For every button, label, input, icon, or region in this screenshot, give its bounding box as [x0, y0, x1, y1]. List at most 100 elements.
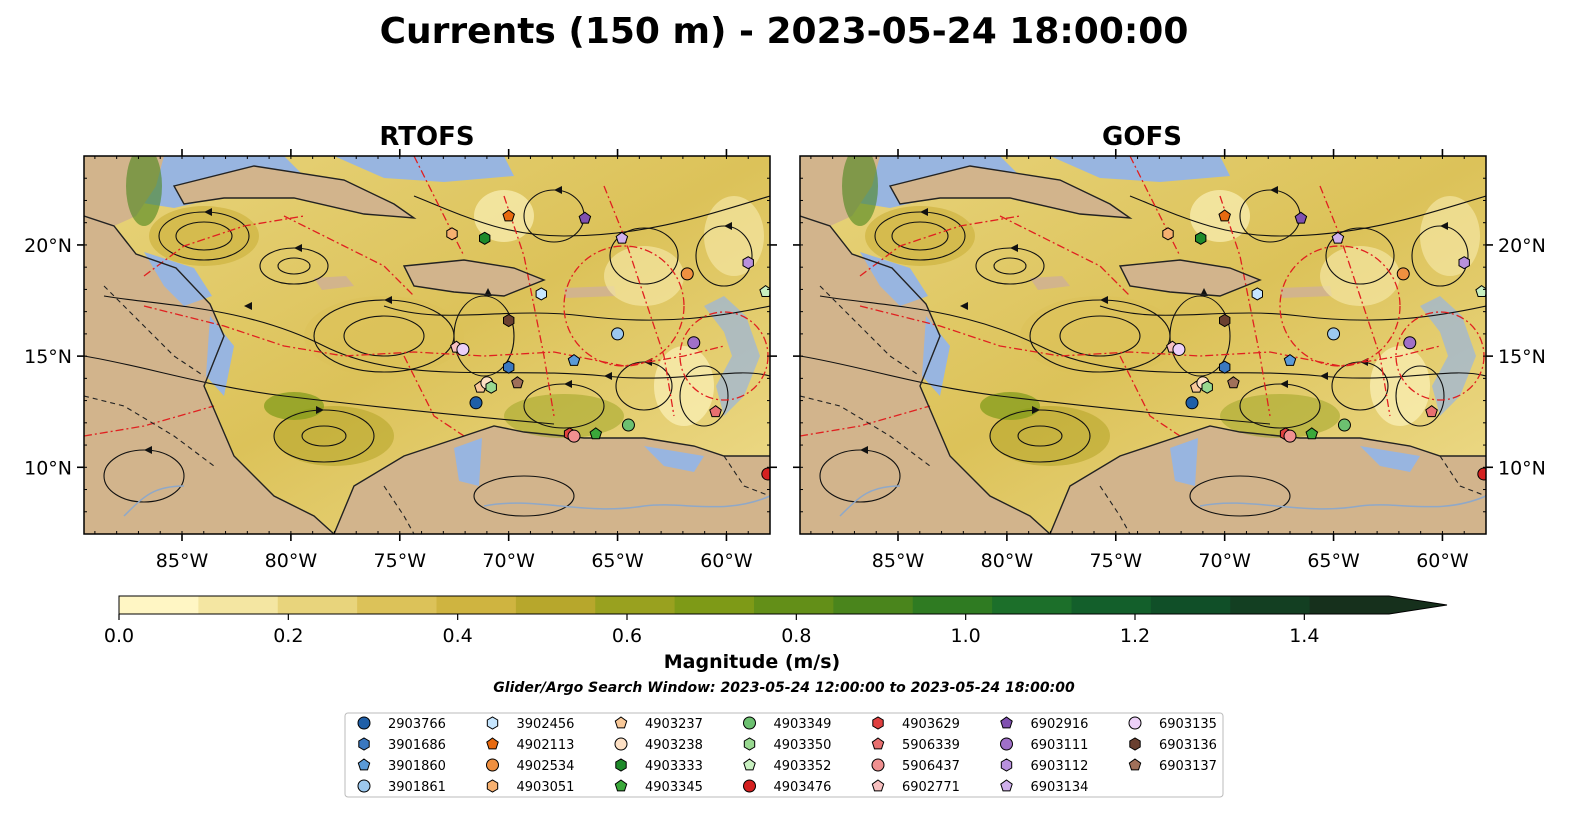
float-marker-3901861	[611, 327, 625, 341]
colorbar-swatch	[1309, 596, 1390, 614]
float-marker-6902916	[578, 211, 592, 224]
colorbar-swatch	[595, 596, 676, 614]
legend-label: 4903051	[517, 780, 575, 795]
float-marker-3901686	[1219, 360, 1231, 374]
float-marker-5906437	[567, 429, 581, 443]
legend-label: 4903238	[645, 738, 703, 753]
legend-label: 4903237	[645, 717, 703, 732]
legend-label: 5906339	[902, 738, 960, 753]
legend-marker-5906339	[871, 737, 885, 750]
legend-marker-3901860	[357, 758, 371, 771]
legend-label: 6902916	[1031, 717, 1089, 732]
figure-title: Currents (150 m) - 2023-05-24 18:00:00	[380, 11, 1189, 52]
float-marker-4903476	[1477, 467, 1486, 481]
float-marker-2903766	[1185, 396, 1199, 410]
float-marker-3902456	[1251, 287, 1263, 301]
float-marker-6903136	[503, 313, 515, 328]
legend-marker-4903629	[872, 716, 884, 730]
colorbar-swatch	[515, 596, 596, 614]
lat-tick-label: 15°N	[24, 346, 72, 368]
colorbar-swatch	[674, 596, 755, 614]
legend-marker-3901686	[358, 737, 370, 751]
legend-marker-6903134	[1000, 779, 1013, 792]
lon-tick-label: 70°W	[1198, 550, 1251, 572]
legend-marker-4903476	[743, 779, 756, 793]
legend-marker-6902916	[1000, 716, 1013, 729]
float-marker-4903345	[1305, 427, 1319, 440]
float-marker-6903134	[615, 231, 629, 244]
legend-marker-4903238	[614, 737, 628, 751]
float-marker-6903135	[1172, 342, 1186, 356]
legend-marker-6903111	[1000, 737, 1013, 751]
float-marker-3901686	[503, 360, 515, 374]
legend-marker-6903137	[1128, 758, 1142, 771]
legend-label: 4903349	[774, 717, 832, 732]
legend-label: 2903766	[388, 717, 446, 732]
float-marker-4903352	[759, 284, 770, 297]
colorbar-tick-label: 0.6	[612, 625, 642, 647]
float-marker-6903111	[1403, 336, 1417, 350]
float-marker-4903350	[485, 380, 497, 394]
colorbar-swatch	[1150, 596, 1231, 614]
colorbar-tick-label: 0.2	[273, 625, 303, 647]
rtofs-float-markers	[446, 209, 770, 481]
legend-label: 4902534	[517, 759, 575, 774]
rtofs-frame	[83, 155, 771, 535]
colorbar-swatch	[119, 596, 199, 614]
float-marker-4903051	[1162, 227, 1174, 241]
colorbar-swatch	[833, 596, 914, 614]
float-marker-3901860	[1283, 353, 1297, 366]
float-marker-2903766	[469, 396, 483, 410]
rtofs-current-field	[84, 156, 770, 534]
colorbar-swatch	[357, 596, 438, 614]
colorbar-tick-label: 0.4	[443, 625, 473, 647]
legend-label: 4903345	[645, 780, 703, 795]
lon-tick-label: 70°W	[482, 550, 535, 572]
gofs-float-markers	[1162, 209, 1486, 481]
float-marker-6903112	[1458, 256, 1470, 270]
gofs-axis-ticks: 85°W 80°W 75°W 70°W 65°W 60°W 20°N 15°N 10°N	[793, 149, 1546, 572]
legend-marker-5906437	[871, 758, 885, 772]
colorbar-swatch	[992, 596, 1073, 614]
legend-label: 6902771	[902, 780, 960, 795]
legend-marker-4903352	[743, 758, 756, 771]
legend-marker-4903237	[614, 716, 628, 729]
gofs-frame	[799, 155, 1487, 535]
float-marker-3901861	[1327, 327, 1341, 341]
float-marker-4903333	[479, 231, 491, 245]
lat-tick-label: 10°N	[24, 457, 72, 479]
colorbar-swatch	[436, 596, 517, 614]
float-marker-5906437	[1283, 429, 1297, 443]
legend-label: 4903476	[774, 780, 832, 795]
legend-label: 6903134	[1031, 780, 1089, 795]
float-marker-6902916	[1294, 211, 1308, 224]
colorbar-swatch	[277, 596, 358, 614]
rtofs-panel-title: RTOFS	[379, 122, 474, 152]
legend-label: 5906437	[902, 759, 960, 774]
lon-tick-label: 75°W	[1090, 550, 1143, 572]
lat-tick-label: 10°N	[1498, 457, 1546, 479]
legend-marker-4903051	[486, 779, 499, 793]
float-marker-4903349	[1337, 418, 1351, 432]
legend-marker-6902771	[871, 779, 885, 792]
float-marker-6903136	[1219, 313, 1231, 328]
float-marker-6903112	[742, 256, 754, 270]
legend-label: 3901860	[388, 759, 446, 774]
colorbar-swatch	[754, 596, 834, 614]
lat-tick-label: 20°N	[1498, 235, 1546, 257]
gofs-panel-title: GOFS	[1102, 122, 1182, 152]
colorbar-swatch	[912, 596, 993, 614]
legend-marker-6903112	[1000, 758, 1013, 772]
legend-label: 6903112	[1031, 759, 1089, 774]
legend-label: 3901686	[388, 738, 446, 753]
colorbar-tick-label: 0.0	[104, 625, 134, 647]
search-window-text: Glider/Argo Search Window: 2023-05-24 12…	[493, 680, 1075, 696]
float-marker-4903476	[761, 467, 770, 481]
lon-tick-label: 85°W	[156, 550, 209, 572]
colorbar-tick-label: 1.4	[1289, 625, 1319, 647]
legend-marker-4903350	[743, 737, 756, 751]
gofs-panel: GOFS 85°W 80°W 75°W 70°W 65°W 60°W 20°N 15°N 10°…	[793, 122, 1546, 572]
legend-label: 4903629	[902, 717, 960, 732]
legend-label: 4902113	[517, 738, 575, 753]
